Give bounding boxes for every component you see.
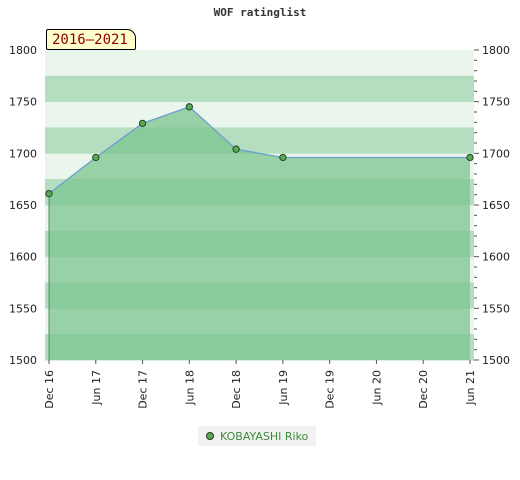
y-tick-label-right: 1650 (482, 199, 510, 212)
x-tick-label: Jun 21 (464, 370, 477, 406)
y-tick-label-left: 1650 (9, 199, 37, 212)
tick-labels: 1500 1500 1550 1550 1600 1600 1650 1650 1700 1700… (9, 44, 510, 409)
y-tick-label-right: 1550 (482, 302, 510, 315)
y-tick-label-left: 1800 (9, 44, 37, 57)
legend-marker (206, 432, 214, 440)
data-point (232, 145, 240, 153)
data-point (466, 153, 474, 162)
y-tick-label-right: 1700 (482, 147, 510, 160)
y-tick-label-left: 1750 (9, 96, 37, 109)
background-band (45, 75, 474, 103)
x-tick-label: Dec 18 (230, 370, 243, 409)
x-tick-label: Jun 19 (277, 370, 290, 406)
y-tick-label-left: 1600 (9, 251, 37, 264)
x-tick-label: Dec 16 (43, 370, 56, 409)
y-tick-label-left: 1500 (9, 354, 37, 367)
y-tick-label-right: 1800 (482, 44, 510, 57)
data-point (92, 153, 100, 162)
data-point (185, 103, 193, 111)
y-tick-label-left: 1700 (9, 147, 37, 160)
area-fill (49, 106, 470, 360)
axis-ticks (48, 49, 479, 364)
data-point (138, 119, 147, 128)
y-tick-label-left: 1550 (9, 302, 37, 315)
date-range-badge: 2016–2021 (46, 29, 136, 50)
x-tick-label: Dec 17 (137, 370, 150, 409)
x-tick-label: Jun 18 (183, 370, 196, 406)
data-points (45, 103, 474, 198)
data-point (279, 153, 287, 162)
background-band (45, 50, 474, 77)
y-tick-label-right: 1750 (482, 96, 510, 109)
background-band (45, 101, 474, 128)
y-tick-label-right: 1600 (482, 251, 510, 264)
x-tick-label: Dec 20 (417, 370, 430, 409)
data-point (45, 189, 53, 198)
x-tick-label: Dec 19 (324, 370, 337, 409)
legend[interactable]: KOBAYASHI Riko (198, 426, 317, 446)
legend-label-series: KOBAYASHI Riko (220, 429, 309, 443)
chart-title: WOF ratinglist (213, 6, 307, 19)
x-tick-label: Jun 17 (90, 370, 103, 406)
y-tick-label-right: 1500 (482, 354, 510, 367)
x-tick-label: Jun 20 (370, 370, 383, 406)
